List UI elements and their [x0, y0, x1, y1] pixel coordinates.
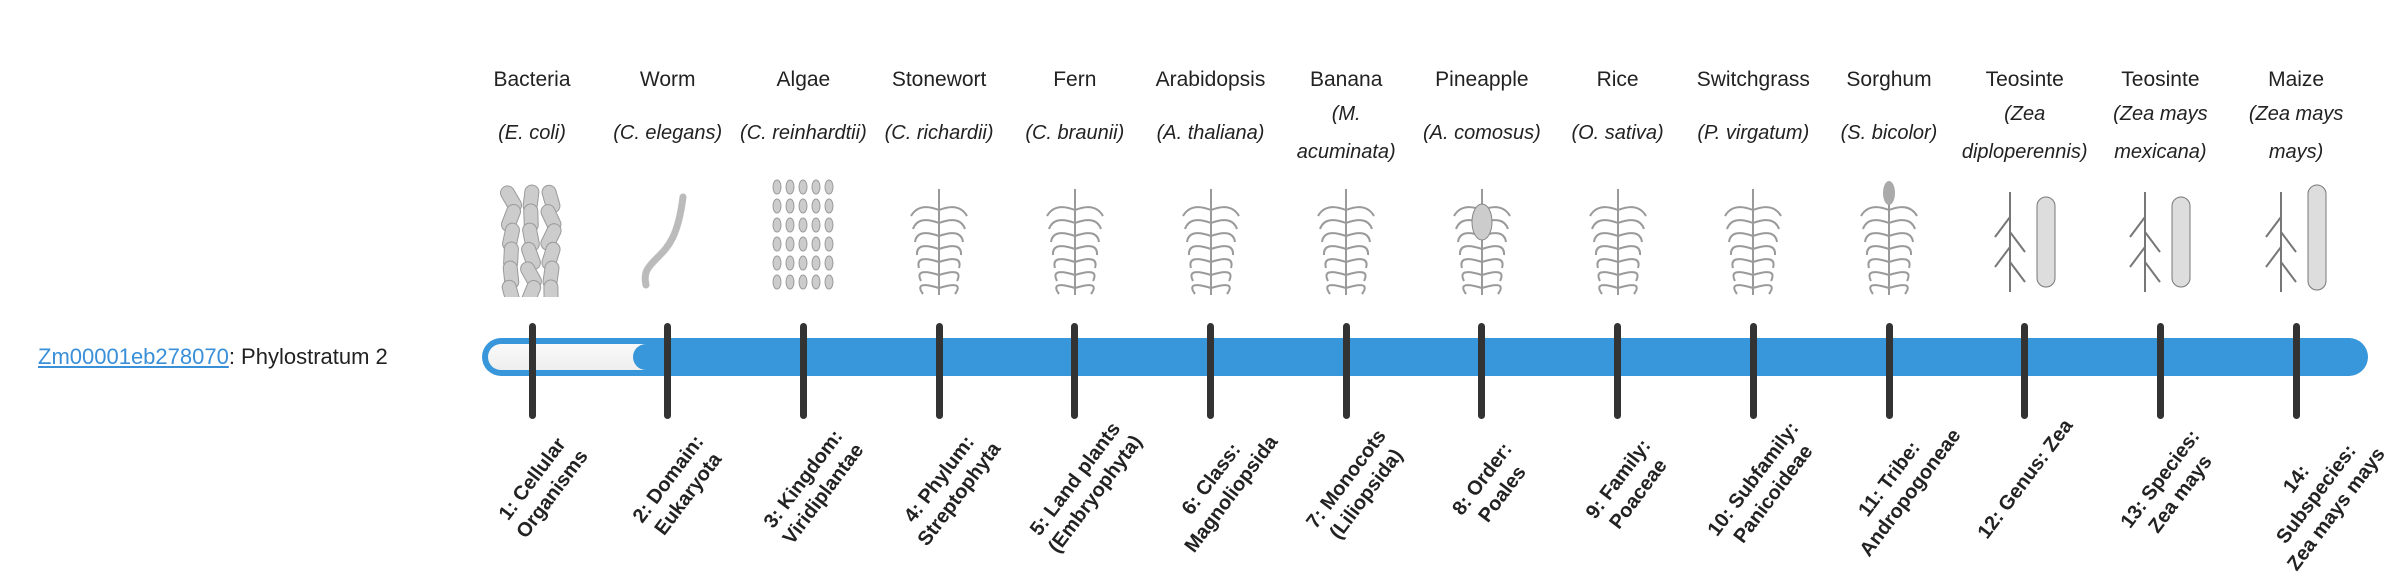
- species-text: (O. sativa): [1571, 122, 1664, 144]
- stratum-label: 12: Genus: Zea: [1973, 415, 2078, 544]
- teosinte-icon: [1957, 177, 2093, 297]
- organism-species-name: (C. braunii): [1007, 96, 1143, 170]
- organism-species-name: (Zea mays mays): [2228, 96, 2364, 170]
- organism-common-name: Teosinte: [1985, 68, 2064, 91]
- worm-icon: [600, 177, 736, 297]
- organism-species-name: (S. bicolor): [1821, 96, 1957, 170]
- stratum-label: 6: Class: Magnoliopsida: [1177, 431, 1282, 557]
- organism-species-name: (E. coli): [464, 96, 600, 170]
- organism-species-name: (Zea mays mexicana): [2092, 96, 2228, 170]
- teosinte-icon: [2092, 177, 2228, 297]
- stratum-tick: [528, 323, 536, 419]
- organism-species-name: (C. reinhardtii): [735, 96, 871, 170]
- stratum-tick: [1071, 323, 1079, 419]
- sorghum-icon: [1821, 177, 1957, 297]
- organism-common-name: Fern: [1053, 68, 1097, 91]
- stratum-tick: [1885, 323, 1893, 419]
- bar-empty-segment: [488, 344, 659, 370]
- species-text: (S. bicolor): [1840, 122, 1938, 144]
- organism-common-name: Sorghum: [1846, 68, 1932, 91]
- organism-common-name: Algae: [776, 68, 831, 91]
- stratum-label: 1: Cellular Organisms: [494, 433, 593, 543]
- stratum-tick: [1478, 323, 1486, 419]
- pineapple-icon: [1414, 177, 1550, 297]
- stratum-label: 8: Order: Poales: [1448, 438, 1531, 527]
- bacteria-icon: [464, 177, 600, 309]
- stratum-tick: [799, 323, 807, 419]
- organism-common-name: Banana: [1309, 68, 1383, 91]
- organism-species-name: (M. acuminata): [1278, 96, 1414, 170]
- organism-common-name: Stonewort: [891, 68, 987, 91]
- gene-id-link[interactable]: Zm00001eb278070: [38, 344, 229, 369]
- species-text: (Zea mays mexicana): [2113, 103, 2208, 163]
- organism-common-name: Teosinte: [2121, 68, 2200, 91]
- stratum-tick: [1207, 323, 1214, 419]
- stratum-tick: [2156, 323, 2164, 419]
- gene-phylostratum-label: Zm00001eb278070: Phylostratum 2: [38, 342, 388, 372]
- stratum-label: 14: Subspecies: Zea mays mays: [2272, 440, 2390, 575]
- stratum-tick: [664, 323, 672, 419]
- organism-common-name: Rice: [1596, 68, 1639, 91]
- phylostratum-text: : Phylostratum 2: [228, 344, 388, 369]
- organism-common-name: Arabidopsis: [1155, 68, 1266, 91]
- maize-icon: [2228, 177, 2364, 297]
- arabidopsis-icon: [1143, 177, 1279, 297]
- stonewort-icon: [871, 177, 1007, 297]
- species-text: (E. coli): [498, 122, 566, 144]
- phylostratum-bar: [482, 338, 2368, 376]
- organism-common-name: Pineapple: [1435, 68, 1529, 91]
- organism-species-name: (A. comosus): [1414, 96, 1550, 170]
- stratum-label: 4: Phylum: Streptophyta: [900, 431, 1006, 551]
- species-text: (C. elegans): [613, 122, 723, 144]
- species-text: (Zea diploperennis): [1961, 103, 2088, 163]
- stratum-tick: [1342, 323, 1350, 419]
- organism-species-name: (O. sativa): [1550, 96, 1686, 170]
- species-text: (C. richardii): [884, 122, 994, 144]
- organism-species-name: (A. thaliana): [1143, 96, 1279, 170]
- stratum-tick: [2021, 323, 2029, 419]
- organism-common-name: Worm: [639, 68, 696, 91]
- stratum-label: 5: Land plants (Embryophyta): [1025, 418, 1147, 558]
- species-text: (M. acuminata): [1296, 103, 1396, 163]
- species-text: (A. thaliana): [1156, 122, 1265, 144]
- organism-common-name: Maize: [2268, 68, 2325, 91]
- stratum-tick: [1614, 323, 1622, 419]
- organism-common-name: Switchgrass: [1696, 68, 1810, 91]
- stratum-label: 10: Subfamily: Panicoideae: [1703, 417, 1818, 548]
- organism-common-name: Bacteria: [493, 68, 571, 91]
- organism-species-name: (C. elegans): [600, 96, 736, 170]
- stratum-tick: [1749, 323, 1757, 419]
- stratum-label: 13: Species: Zea mays: [2116, 425, 2218, 538]
- species-text: (C. reinhardtii): [740, 122, 867, 144]
- species-text: (C. braunii): [1025, 122, 1125, 144]
- species-text: (A. comosus): [1422, 122, 1541, 144]
- stratum-tick: [2292, 323, 2300, 419]
- organism-species-name: (P. virgatum): [1685, 96, 1821, 170]
- algae-icon: [735, 177, 871, 297]
- species-text: (P. virgatum): [1697, 122, 1810, 144]
- stratum-tick: [935, 323, 943, 419]
- organism-species-name: (Zea diploperennis): [1957, 96, 2093, 170]
- fern-icon: [1007, 177, 1143, 297]
- organism-species-name: (C. richardii): [871, 96, 1007, 170]
- stratum-label: 3: Kingdom: Viridiplantae: [760, 425, 869, 549]
- species-text: (Zea mays mays): [2248, 103, 2344, 163]
- switchgrass-icon: [1685, 177, 1821, 297]
- rice-icon: [1550, 177, 1686, 297]
- stratum-label: 7: Monocots (Liliopsida): [1302, 425, 1408, 544]
- stratum-label: 11: Tribe: Andropogoneae: [1854, 425, 1966, 561]
- stratum-label: 2: Domain: Eukaryota: [628, 431, 727, 540]
- stratum-label: 9: Family: Poaceae: [1581, 435, 1672, 534]
- banana-icon: [1278, 177, 1414, 297]
